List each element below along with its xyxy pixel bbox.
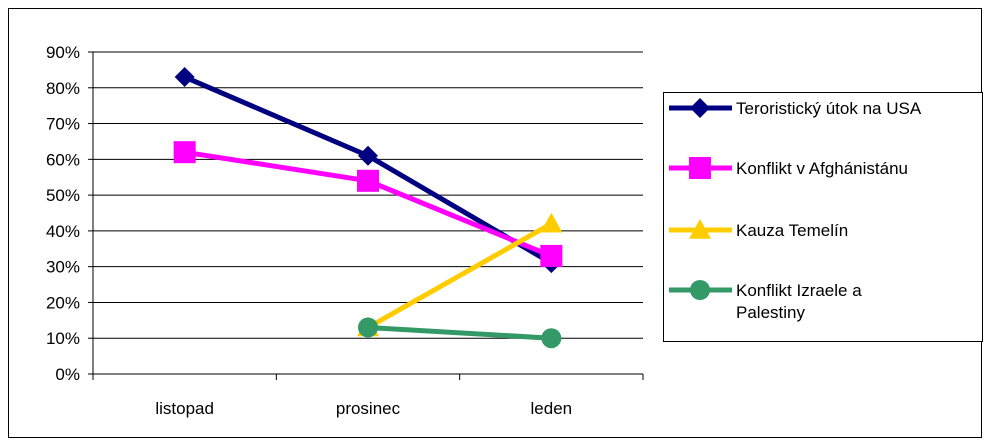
data-point-1	[358, 145, 378, 166]
x-tick-label: listopad	[155, 399, 214, 418]
y-tick-label: 70%	[46, 115, 80, 134]
legend-label: Konflikt v Afghánistánu	[736, 159, 908, 178]
series-line-3	[366, 221, 553, 330]
y-tick-label: 0%	[55, 365, 80, 384]
legend-marker	[689, 219, 711, 239]
x-tick-label: prosinec	[336, 399, 401, 418]
data-point-2	[173, 141, 196, 164]
legend-marker	[689, 157, 711, 179]
y-tick-label: 10%	[46, 329, 80, 348]
y-tick-label: 40%	[46, 222, 80, 241]
data-point-3	[540, 212, 563, 233]
data-point-2	[540, 244, 563, 267]
legend-box	[663, 92, 983, 342]
legend-marker	[690, 98, 710, 118]
legend-label: Teroristický útok na USA	[736, 99, 922, 118]
series-line-2	[184, 149, 553, 259]
y-tick-label: 50%	[46, 186, 80, 205]
y-tick-label: 30%	[46, 258, 80, 277]
data-point-2	[357, 169, 379, 192]
y-tick-label: 20%	[46, 293, 80, 312]
data-point-4	[358, 317, 378, 338]
y-tick-label: 90%	[46, 43, 80, 62]
legend-label: Kauza Temelín	[736, 221, 848, 240]
legend-marker	[690, 280, 710, 300]
x-tick-label: leden	[531, 399, 573, 418]
series-line-4	[367, 324, 552, 341]
data-point-4	[541, 328, 562, 349]
legend-label: Konflikt Izraele a Palestiny	[736, 281, 862, 322]
data-point-1	[174, 67, 195, 88]
y-tick-label: 60%	[46, 150, 80, 169]
y-tick-label: 80%	[46, 79, 80, 98]
